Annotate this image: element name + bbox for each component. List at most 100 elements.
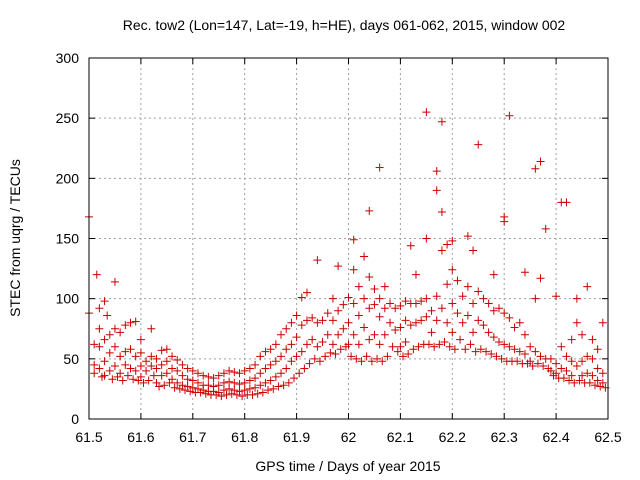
data-point xyxy=(373,354,382,363)
data-point xyxy=(417,297,426,306)
data-point xyxy=(427,328,436,337)
data-point xyxy=(575,376,584,385)
data-point xyxy=(552,369,561,378)
data-point xyxy=(520,268,529,277)
data-point xyxy=(105,348,114,357)
data-point xyxy=(528,362,537,371)
data-point xyxy=(411,270,420,279)
data-point xyxy=(432,167,441,176)
data-point xyxy=(437,117,446,126)
data-point xyxy=(422,294,431,303)
data-point xyxy=(126,364,135,373)
data-point xyxy=(406,321,415,330)
data-point xyxy=(178,381,187,390)
data-point xyxy=(365,335,374,344)
data-point xyxy=(531,164,540,173)
data-point xyxy=(277,369,286,378)
data-point xyxy=(432,186,441,195)
data-point xyxy=(349,265,358,274)
data-point xyxy=(287,340,296,349)
data-point xyxy=(354,311,363,320)
data-point xyxy=(147,362,156,371)
data-point xyxy=(131,317,140,326)
data-point xyxy=(471,347,480,356)
data-point xyxy=(489,270,498,279)
data-point xyxy=(238,392,247,401)
data-point xyxy=(435,340,444,349)
data-point xyxy=(256,381,265,390)
data-point xyxy=(588,371,597,380)
data-point xyxy=(513,357,522,366)
data-point xyxy=(526,357,535,366)
x-axis-label: GPS time / Days of year 2015 xyxy=(255,458,440,474)
data-point xyxy=(162,357,171,366)
data-point xyxy=(323,330,332,339)
data-point xyxy=(360,252,369,261)
data-point xyxy=(121,360,130,369)
data-point xyxy=(261,364,270,373)
data-point xyxy=(578,371,587,380)
data-point xyxy=(279,381,288,390)
data-point xyxy=(334,306,343,315)
data-point xyxy=(375,163,384,172)
data-point xyxy=(302,288,311,297)
data-point xyxy=(489,333,498,342)
data-point xyxy=(482,347,491,356)
data-point xyxy=(375,294,384,303)
data-point xyxy=(474,316,483,325)
data-point xyxy=(261,378,270,387)
data-point xyxy=(152,354,161,363)
data-point xyxy=(219,386,228,395)
data-point xyxy=(173,366,182,375)
data-point xyxy=(334,262,343,271)
data-point xyxy=(453,276,462,285)
data-point xyxy=(230,378,239,387)
data-point xyxy=(219,378,228,387)
data-point xyxy=(290,374,299,383)
data-point xyxy=(559,374,568,383)
data-point xyxy=(266,360,275,369)
data-point xyxy=(334,330,343,339)
data-point xyxy=(539,362,548,371)
data-point xyxy=(378,357,387,366)
x-tick-label: 62.5 xyxy=(594,429,621,445)
data-point xyxy=(469,328,478,337)
data-point xyxy=(336,345,345,354)
data-point xyxy=(162,345,171,354)
data-point xyxy=(142,366,151,375)
data-point xyxy=(261,347,270,356)
data-point xyxy=(302,316,311,325)
data-point xyxy=(297,321,306,330)
data-point xyxy=(313,318,322,327)
data-point xyxy=(235,387,244,396)
data-point xyxy=(422,108,431,117)
data-point xyxy=(495,337,504,346)
data-point xyxy=(136,362,145,371)
data-point xyxy=(118,376,127,385)
data-point xyxy=(95,324,104,333)
data-point xyxy=(178,371,187,380)
data-point xyxy=(308,313,317,322)
data-point xyxy=(401,337,410,346)
data-point xyxy=(552,359,561,368)
data-point xyxy=(461,345,470,354)
data-point xyxy=(411,318,420,327)
data-point xyxy=(422,312,431,321)
data-point xyxy=(313,256,322,265)
y-tick-labels: 0 50 100 150 200 250 300 xyxy=(56,50,80,427)
data-point xyxy=(170,383,179,392)
data-point xyxy=(456,335,465,344)
data-point xyxy=(562,198,571,207)
data-point xyxy=(147,324,156,333)
data-point xyxy=(409,345,418,354)
data-point xyxy=(567,371,576,380)
data-point xyxy=(365,304,374,313)
data-point xyxy=(593,364,602,373)
data-point xyxy=(147,352,156,361)
data-point xyxy=(297,347,306,356)
data-point xyxy=(365,206,374,215)
data-point xyxy=(173,356,182,365)
data-point xyxy=(282,324,291,333)
data-point xyxy=(505,313,514,322)
data-point xyxy=(155,382,164,391)
